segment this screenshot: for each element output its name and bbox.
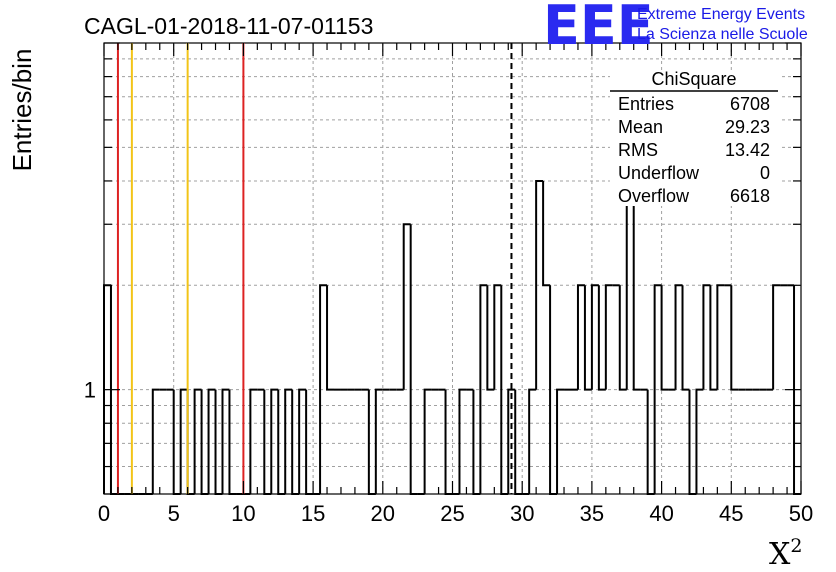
histogram-bin: [590, 284, 599, 390]
stats-value: 6708: [730, 94, 770, 114]
histogram-bin: [695, 388, 704, 494]
chart-title: CAGL-01-2018-11-07-01153: [84, 13, 373, 39]
histogram-bin: [702, 284, 711, 390]
histogram-bin: [277, 389, 286, 495]
stats-label: RMS: [618, 140, 658, 160]
histogram-bin: [444, 389, 453, 495]
x-tick-label: 15: [301, 501, 325, 526]
histogram-bin: [493, 284, 502, 390]
histogram-bin: [597, 285, 606, 391]
histogram-bin: [193, 388, 202, 494]
histogram-bin: [500, 285, 509, 495]
x-tick-label: 35: [580, 501, 604, 526]
y-axis: 1: [84, 42, 801, 495]
histogram-bin: [535, 179, 544, 390]
reference-lines: [116, 43, 513, 494]
stats-label: Entries: [618, 94, 674, 114]
stats-label: Mean: [618, 117, 663, 137]
x-tick-label: 0: [98, 501, 110, 526]
histogram-bin: [374, 388, 383, 494]
x-tick-label: 45: [719, 501, 743, 526]
stats-value: 13.42: [725, 140, 770, 160]
stats-title: ChiSquare: [651, 69, 736, 89]
histogram-bin: [583, 285, 592, 391]
x-tick-label: 20: [371, 501, 395, 526]
stats-rows: Entries 6708 Mean 29.23 RMS 13.42 Underflow 0 Ov…: [618, 94, 770, 206]
x-axis: 0 5 10 15 20 25 30 35 40 45 50: [98, 43, 813, 526]
histogram-bin: [556, 388, 565, 494]
x-tick-label: 5: [168, 501, 180, 526]
x-tick-label: 10: [231, 501, 255, 526]
histogram-bin: [151, 388, 160, 494]
x-tick-label: 40: [649, 501, 673, 526]
histogram-bin: [270, 388, 279, 494]
histogram-bin: [326, 285, 335, 391]
logo-line-1: Extreme Energy Events: [637, 6, 805, 23]
eee-logo: EEE Extreme Energy Events La Scienza nel…: [543, 0, 808, 57]
histogram-bin: [514, 389, 523, 495]
histogram-bin: [772, 284, 781, 390]
grid: [104, 43, 801, 494]
histogram-bin: [709, 285, 718, 391]
histogram-bin: [542, 180, 551, 287]
x-axis-label-superscript: 2: [790, 535, 802, 557]
histogram-bin: [674, 284, 683, 390]
stats-value: 6618: [730, 186, 770, 206]
histogram-bin: [618, 285, 627, 391]
histogram-bin: [291, 389, 300, 495]
x-tick-label: 25: [440, 501, 464, 526]
histogram-bin: [319, 284, 328, 494]
stats-box-bg: [610, 72, 780, 206]
stats-value: 29.23: [725, 117, 770, 137]
histogram-bin: [263, 389, 272, 495]
histogram-bin: [179, 388, 188, 494]
histogram-bin: [423, 388, 432, 494]
histogram-bin: [207, 388, 216, 494]
histogram-bin: [298, 388, 307, 494]
x-tick-label: 50: [789, 501, 813, 526]
logo-line-2: La Scienza nelle Scuole: [637, 26, 808, 43]
histogram-bin: [576, 284, 585, 390]
histogram-bin: [472, 389, 481, 495]
histogram-bin: [604, 284, 613, 390]
histogram-bin: [528, 388, 537, 494]
histogram-bin: [305, 389, 314, 495]
stats-label: Overflow: [618, 186, 690, 206]
histogram-bin: [632, 180, 641, 391]
histogram-bin: [249, 388, 258, 494]
y-tick-label: 1: [84, 378, 96, 403]
histogram-bin: [402, 223, 411, 390]
stats-box: ChiSquare Entries 6708 Mean 29.23 RMS 13.42 Un…: [610, 69, 780, 206]
histogram-bin: [716, 284, 725, 390]
histogram-bin: [507, 388, 516, 494]
histogram-bin: [660, 285, 669, 391]
stats-label: Underflow: [618, 163, 700, 183]
x-tick-label: 30: [510, 501, 534, 526]
histogram-bin: [409, 224, 418, 495]
histogram-bin: [653, 284, 662, 494]
histogram-bin: [221, 388, 230, 494]
y-axis-label: Entries/bin: [7, 49, 37, 172]
x-axis-label-base: X: [769, 537, 791, 572]
stats-value: 0: [760, 163, 770, 183]
histogram-bin: [284, 388, 293, 494]
histogram-bin: [479, 284, 488, 494]
histogram-bin: [486, 285, 495, 391]
logo-mark: EEE: [543, 0, 654, 57]
histogram-bin: [681, 285, 690, 391]
x-axis-label: X2: [769, 535, 802, 572]
histogram-bin: [458, 388, 467, 494]
histogram-bin: [730, 285, 739, 391]
